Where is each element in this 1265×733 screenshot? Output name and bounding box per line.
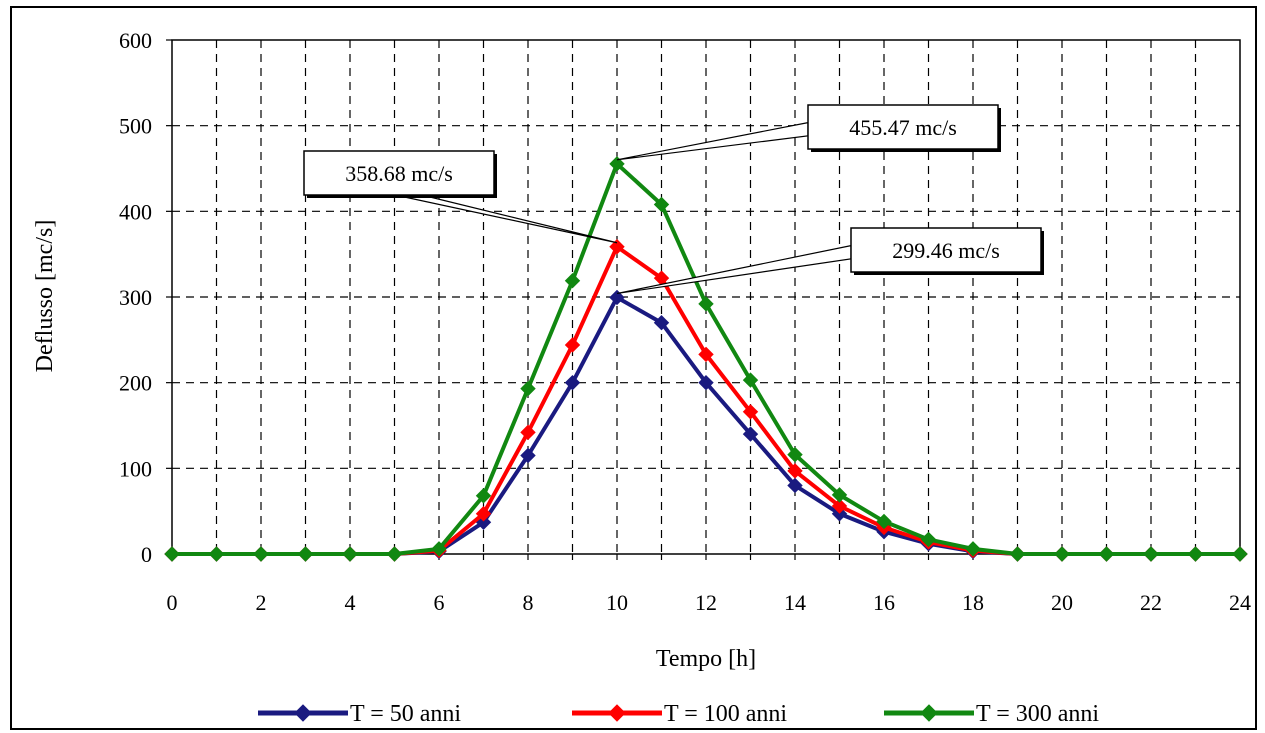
data-point bbox=[297, 546, 314, 562]
data-point bbox=[698, 374, 714, 391]
y-tick-label: 400 bbox=[119, 199, 152, 224]
data-point bbox=[475, 488, 492, 504]
x-tick-label: 14 bbox=[784, 590, 806, 615]
data-point bbox=[431, 541, 447, 557]
data-point bbox=[564, 273, 581, 289]
x-tick-label: 10 bbox=[606, 590, 628, 615]
data-point bbox=[253, 546, 269, 562]
legend: T = 50 anni T = 100 anni T = 300 anni bbox=[258, 701, 1099, 727]
data-point bbox=[653, 196, 670, 213]
x-tick-label: 8 bbox=[523, 590, 534, 615]
data-point bbox=[698, 346, 714, 363]
callout-box bbox=[303, 150, 495, 196]
data-point bbox=[831, 487, 848, 503]
x-tick-label: 20 bbox=[1051, 590, 1073, 615]
callouts: 455.47 mc/s 358.68 mc/s 299.46 mc/s bbox=[303, 104, 1044, 295]
data-point bbox=[609, 156, 625, 172]
data-point bbox=[1143, 546, 1159, 562]
x-tick-label: 6 bbox=[434, 590, 445, 615]
x-tick-label: 2 bbox=[256, 590, 267, 615]
callout-leader bbox=[616, 121, 809, 161]
y-tick-label: 100 bbox=[119, 456, 152, 481]
data-point bbox=[520, 380, 536, 397]
callout-box bbox=[807, 104, 999, 150]
data-point bbox=[564, 374, 581, 391]
data-point bbox=[876, 513, 892, 530]
x-tick-label: 18 bbox=[962, 590, 984, 615]
data-point bbox=[787, 463, 803, 479]
data-point bbox=[831, 498, 848, 514]
legend-swatch-marker bbox=[920, 704, 938, 722]
x-tick-label: 24 bbox=[1229, 590, 1251, 615]
data-point bbox=[609, 239, 625, 255]
series-lines bbox=[164, 156, 1248, 562]
callout-box bbox=[850, 227, 1042, 273]
x-tick-label: 0 bbox=[167, 590, 178, 615]
y-axis-title: Deflusso [mc/s] bbox=[32, 220, 58, 373]
x-axis-title: Tempo [h] bbox=[656, 646, 756, 672]
data-point bbox=[742, 426, 759, 442]
callout-label: 455.47 mc/s bbox=[849, 115, 957, 140]
y-tick-label: 300 bbox=[119, 285, 152, 310]
x-tick-label: 12 bbox=[695, 590, 717, 615]
legend-label: T = 100 anni bbox=[664, 701, 787, 727]
data-point bbox=[520, 447, 536, 464]
callout-label: 299.46 mc/s bbox=[892, 238, 1000, 263]
legend-swatch-marker bbox=[608, 704, 626, 722]
data-point bbox=[164, 546, 180, 562]
legend-swatch-marker bbox=[294, 704, 312, 722]
y-tick-label: 0 bbox=[141, 542, 152, 567]
data-point bbox=[698, 296, 714, 312]
data-point bbox=[742, 372, 759, 388]
y-tick-label: 200 bbox=[119, 371, 152, 396]
x-tick-label: 16 bbox=[873, 590, 895, 615]
data-point bbox=[920, 531, 937, 548]
legend-label: T = 50 anni bbox=[350, 701, 461, 727]
data-point bbox=[1098, 546, 1115, 562]
data-point bbox=[342, 546, 358, 562]
legend-label: T = 300 anni bbox=[976, 701, 1099, 727]
data-point bbox=[653, 314, 670, 331]
data-point bbox=[787, 446, 803, 463]
data-point bbox=[1009, 546, 1026, 562]
data-point bbox=[965, 541, 981, 557]
data-point bbox=[564, 337, 581, 353]
callout-label: 358.68 mc/s bbox=[345, 161, 453, 186]
data-point bbox=[1054, 546, 1070, 562]
y-tick-label: 600 bbox=[119, 28, 152, 53]
data-point bbox=[475, 506, 492, 522]
data-point bbox=[742, 404, 759, 420]
chart-frame bbox=[10, 6, 1257, 730]
data-point bbox=[386, 546, 403, 562]
data-point bbox=[208, 546, 225, 562]
y-tick-label: 500 bbox=[119, 114, 152, 139]
data-point bbox=[1187, 546, 1204, 562]
callout-leader bbox=[395, 194, 618, 244]
data-point bbox=[1232, 546, 1248, 562]
x-tick-label: 4 bbox=[345, 590, 356, 615]
x-tick-label: 22 bbox=[1140, 590, 1162, 615]
data-point bbox=[787, 477, 803, 494]
data-point bbox=[520, 424, 536, 441]
data-point bbox=[609, 289, 625, 306]
data-point bbox=[831, 506, 848, 522]
